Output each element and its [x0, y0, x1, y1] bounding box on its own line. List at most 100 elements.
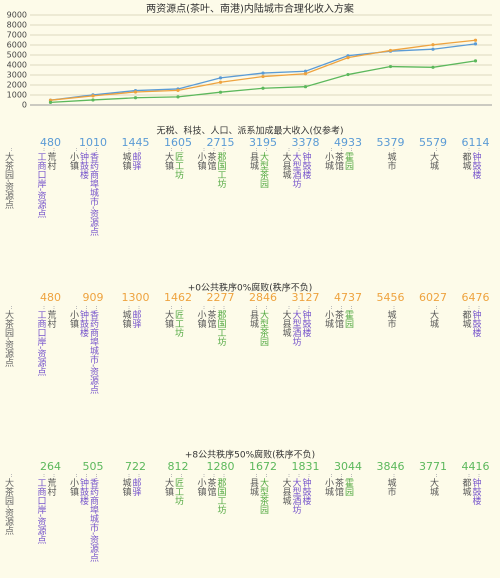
- column-label: 茶馆: [333, 309, 344, 329]
- value-label: 6114: [462, 136, 490, 149]
- column-label: 大镇: [163, 477, 174, 497]
- value-label: 6027: [419, 291, 447, 304]
- column-label: 香药商埠城市-资源点: [88, 478, 99, 563]
- point: [303, 85, 308, 89]
- point: [133, 90, 138, 94]
- column-label: 茶馆: [206, 309, 217, 329]
- column-label: 城市: [386, 152, 397, 171]
- point: [133, 96, 138, 100]
- column-label: 小城: [323, 152, 334, 171]
- column-label: 茶馆: [333, 151, 344, 171]
- column-label: 匠工坊: [173, 310, 184, 338]
- column-label: 郡国工坊: [216, 152, 227, 189]
- point: [346, 72, 350, 77]
- column-label: 大县城: [281, 309, 292, 338]
- point: [303, 72, 308, 76]
- value-label: 3127: [292, 291, 320, 304]
- value-label: 812: [168, 460, 189, 473]
- column-label: 香药商埠城市-资源点: [88, 310, 99, 395]
- column-label: 大城: [428, 477, 439, 497]
- column-label: 大镇: [163, 309, 174, 329]
- value-label: 909: [83, 291, 104, 304]
- value-label: 3378: [292, 136, 320, 149]
- point: [218, 90, 223, 94]
- value-label: 1010: [79, 136, 107, 149]
- y-tick-label: 8000: [7, 21, 27, 30]
- column-label: 小镇: [196, 152, 207, 171]
- column-label: 小镇: [68, 478, 79, 497]
- column-label: 邮驿: [131, 151, 142, 171]
- column-label: 县城: [248, 152, 259, 171]
- column-label: 小城: [323, 310, 334, 329]
- point: [473, 38, 478, 42]
- point: [261, 86, 265, 90]
- column-label: 小镇: [68, 310, 79, 329]
- column-label: 大城: [428, 309, 439, 329]
- column-label: 都城: [461, 310, 472, 329]
- column-label: 钟鼓楼: [471, 151, 482, 180]
- column-label: 城镇: [121, 152, 132, 171]
- column-label: 大型酒坊: [291, 151, 302, 189]
- y-tick-label: 1000: [7, 91, 27, 100]
- column-label: 小镇: [196, 310, 207, 329]
- column-label: 荒村: [46, 478, 57, 496]
- point: [303, 69, 308, 73]
- column-label: 城市: [386, 478, 397, 497]
- value-label: 3846: [377, 460, 405, 473]
- column-label: 大茶园-资源点: [3, 309, 14, 368]
- value-label: 4416: [462, 460, 490, 473]
- column-label: 钟鼓楼: [471, 309, 482, 338]
- point: [431, 65, 435, 69]
- y-tick-label: 5000: [7, 51, 27, 60]
- value-label: 2846: [249, 291, 277, 304]
- column-label: 荒村: [46, 152, 57, 170]
- value-label: 722: [125, 460, 146, 473]
- value-label: 3195: [249, 136, 277, 149]
- column-label: 城市: [386, 310, 397, 329]
- column-label: 钟鼓楼: [301, 477, 312, 506]
- value-label: 4933: [334, 136, 362, 149]
- column-label: 大型茶园: [258, 309, 269, 347]
- y-tick-label: 6000: [7, 41, 27, 50]
- value-label: 1300: [122, 291, 150, 304]
- column-label: 钟鼓楼: [301, 151, 312, 180]
- column-label: 霍园: [343, 478, 354, 497]
- column-label: 钟鼓楼: [78, 309, 89, 338]
- y-tick-label: 4000: [7, 61, 27, 70]
- y-tick-label: 2000: [7, 81, 27, 90]
- column-label: 匠工坊: [173, 478, 184, 506]
- value-label: 1462: [164, 291, 192, 304]
- value-label: 3771: [419, 460, 447, 473]
- column-label: 大城: [428, 151, 439, 171]
- value-label: 480: [40, 291, 61, 304]
- point: [261, 71, 265, 75]
- value-label: 264: [40, 460, 61, 473]
- column-label: 大镇: [163, 151, 174, 171]
- column-label: 茶馆: [206, 477, 217, 497]
- column-label: 大型茶园: [258, 151, 269, 189]
- point: [473, 59, 478, 63]
- value-label: 2277: [207, 291, 235, 304]
- value-label: 3044: [334, 460, 362, 473]
- column-label: 钟鼓楼: [301, 309, 312, 338]
- value-label: 1831: [292, 460, 320, 473]
- value-label: 6476: [462, 291, 490, 304]
- column-label: 都城: [461, 152, 472, 171]
- point: [473, 42, 478, 46]
- point: [388, 64, 393, 69]
- point: [176, 88, 180, 92]
- column-label: 城镇: [121, 478, 132, 497]
- column-label: 工商口岸-资源点: [36, 478, 47, 545]
- point: [261, 74, 265, 79]
- column-label: 大型茶园: [258, 477, 269, 515]
- section-title: +0公共秩序0%腐败(秩序不负): [188, 282, 313, 294]
- column-label: 大茶园-资源点: [3, 477, 14, 536]
- point: [218, 76, 223, 80]
- column-label: 郡国工坊: [216, 478, 227, 515]
- column-label: 大茶园-资源点: [3, 151, 14, 210]
- value-label: 1605: [164, 136, 192, 149]
- column-label: 霍园: [343, 310, 354, 329]
- column-label: 工商口岸-资源点: [36, 152, 47, 219]
- column-label: 匠工坊: [173, 152, 184, 180]
